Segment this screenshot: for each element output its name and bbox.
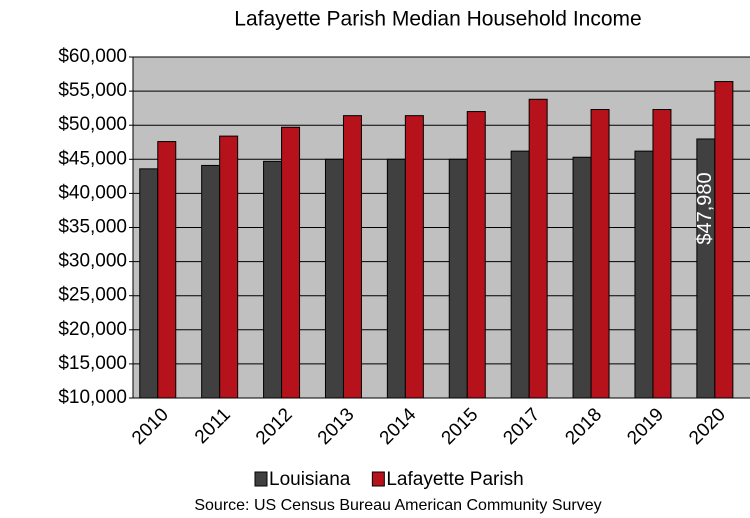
- bar: [139, 168, 159, 399]
- x-tick-label: 2010: [128, 404, 173, 449]
- legend-swatch: [254, 471, 268, 487]
- bar: [219, 135, 239, 399]
- source-note: Source: US Census Bureau American Commun…: [194, 497, 601, 514]
- chart-title: Lafayette Parish Median Household Income: [234, 8, 641, 31]
- bar: [157, 141, 177, 399]
- bar: [324, 158, 344, 399]
- bar: [404, 115, 424, 399]
- y-tick-label: $35,000: [58, 217, 127, 238]
- data-label: $47,980: [694, 172, 716, 244]
- legend-swatch: [371, 471, 385, 487]
- bar: [590, 109, 610, 399]
- bar: [572, 156, 592, 399]
- y-tick-label: $15,000: [58, 353, 127, 374]
- y-tick-label: $10,000: [58, 387, 127, 408]
- bar: [386, 158, 406, 399]
- bar: [510, 150, 530, 399]
- legend-label: Lafayette Parish: [386, 469, 523, 490]
- bar: [714, 81, 734, 399]
- bar: [281, 126, 301, 399]
- x-tick-label: 2014: [376, 404, 421, 449]
- y-tick-label: $50,000: [58, 114, 127, 135]
- x-tick-label: 2013: [314, 404, 359, 449]
- x-tick-label: 2018: [561, 404, 606, 449]
- x-tick-label: 2017: [499, 404, 544, 449]
- x-tick-label: 2015: [438, 404, 483, 449]
- bar: [263, 160, 283, 399]
- y-tick-label: $40,000: [58, 182, 127, 203]
- bar: [201, 164, 221, 399]
- y-tick-label: $20,000: [58, 319, 127, 340]
- x-tick-label: 2019: [623, 404, 668, 449]
- bar: [528, 98, 548, 399]
- bar: [634, 150, 654, 399]
- x-tick-label: 2011: [191, 404, 235, 448]
- legend-label: Louisiana: [269, 469, 351, 490]
- bar: [448, 158, 468, 399]
- y-tick-label: $30,000: [58, 251, 127, 272]
- x-tick-label: 2012: [252, 404, 297, 449]
- bar: [652, 109, 672, 399]
- y-tick-label: $25,000: [58, 285, 127, 306]
- bar: [466, 111, 486, 399]
- bar: [342, 115, 362, 399]
- y-tick-label: $55,000: [58, 80, 127, 101]
- x-tick-label: 2020: [685, 404, 730, 449]
- y-tick-label: $45,000: [58, 148, 127, 169]
- y-tick-label: $60,000: [58, 46, 127, 67]
